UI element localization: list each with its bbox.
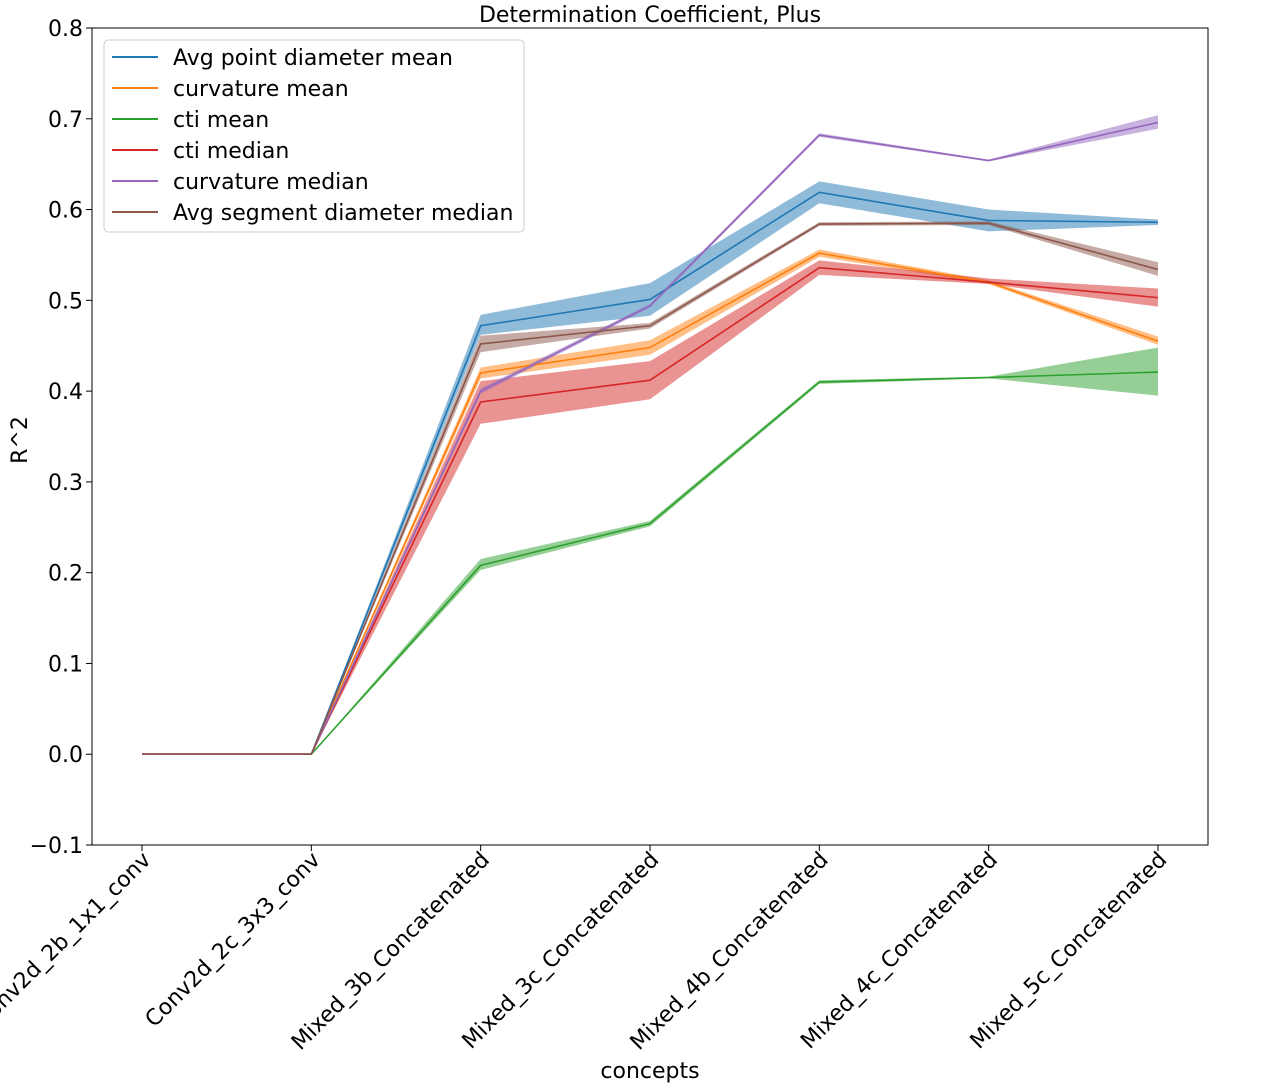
legend-label: Avg point diameter mean <box>173 46 453 71</box>
y-tick-label: 0.6 <box>48 199 83 224</box>
band-series-0 <box>142 181 1158 755</box>
legend-label: Avg segment diameter median <box>173 201 513 226</box>
y-tick-label: 0.8 <box>48 17 83 42</box>
legend-label: cti median <box>173 139 289 164</box>
legend-box <box>103 39 525 233</box>
legend-label: curvature median <box>173 170 369 195</box>
y-tick-label: 0.4 <box>48 380 83 405</box>
legend-label: cti mean <box>173 108 269 133</box>
y-tick-label: 0.1 <box>48 652 83 677</box>
y-axis: −0.1 0.0 0.1 0.2 0.3 0.4 0.5 0.6 0.7 0.8 <box>30 17 92 859</box>
confidence-bands <box>142 115 1158 755</box>
line-series-5 <box>142 222 1159 756</box>
x-axis-label: concepts <box>600 1059 699 1084</box>
y-tick-label: −0.1 <box>30 834 83 859</box>
legend-label: curvature mean <box>173 77 349 102</box>
y-tick-label: 0.2 <box>48 562 83 587</box>
y-axis-label: R^2 <box>8 416 33 464</box>
y-tick-label: 0.7 <box>48 108 83 133</box>
band-series-1 <box>142 249 1158 755</box>
y-tick-label: 0.0 <box>48 743 83 768</box>
chart-title: Determination Coefficient, Plus <box>479 3 821 28</box>
series-lines <box>142 121 1159 756</box>
y-tick-label: 0.3 <box>48 471 83 496</box>
y-tick-label: 0.5 <box>48 289 83 314</box>
legend: Avg point diameter mean curvature mean cti… <box>103 39 525 233</box>
band-series-5 <box>142 221 1158 755</box>
